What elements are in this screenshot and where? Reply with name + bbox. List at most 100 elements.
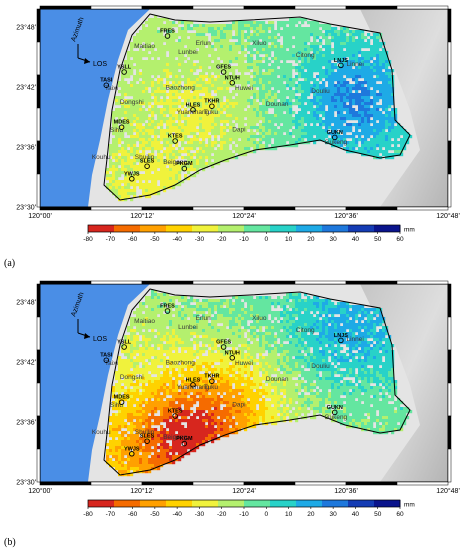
place-label: Sihu [110,127,123,134]
colorbar-swatch [348,500,375,507]
deformation-layer [106,15,413,202]
colorbar-tick-label: 30 [330,236,338,243]
place-label: Erlun [196,40,212,47]
place-label: Xiluo [252,40,267,47]
colorbar-swatch [244,500,271,507]
place-label: Maitiao [134,318,155,325]
colorbar-swatch [140,225,167,232]
station-marker-icon [181,440,188,447]
lat-tick-label: 23°30' [16,479,36,487]
colorbar-unit: mm [404,227,415,234]
colorbar-tick-label: 50 [374,236,382,243]
colorbar-swatch [218,500,245,507]
lon-tick-label: 120°12' [130,212,154,220]
place-label: Douliu [311,88,330,95]
colorbar-tick-label: 60 [396,511,404,518]
gps-station: TKHR [204,99,220,109]
colorbar-tick-label: -20 [217,236,227,243]
station-marker-icon [129,176,135,182]
colorbar-swatch [322,225,349,232]
place-label: Beigang [163,159,187,166]
place-label: Dongshi [120,99,144,106]
lon-tick-label: 120°24' [232,212,256,220]
mountain-shading [360,284,448,482]
colorbar-tick-label: -40 [172,236,182,243]
colorbar-tick-label: -50 [150,511,160,518]
lon-tick-label: 120°24' [232,487,256,495]
station-label: PKGM [176,436,193,442]
place-label: Lunbei [178,324,198,331]
station-marker-icon [144,438,150,444]
gps-station: YSLL [117,340,132,350]
colorbar-tick-label: -70 [106,511,116,518]
colorbar-tick-label: -60 [128,511,138,518]
station-label: GUKN [327,405,343,411]
station-label: SLES [140,159,155,165]
colorbar-tick-label: -10 [239,511,249,518]
gps-station: YWJS [124,446,140,457]
station-marker-icon [118,124,125,130]
gps-station: LNJS [334,333,348,344]
station-marker-icon [172,138,178,144]
gps-station: HLES [186,102,201,113]
station-label: GFES [216,65,231,71]
colorbar-tick-label: -80 [83,236,93,243]
colorbar-tick-label: -20 [217,511,227,518]
station-marker-icon [220,344,227,350]
place-label: Kouhu [92,429,111,436]
station-marker-icon [220,69,227,75]
place-label: Dounan [266,376,289,383]
station-marker-icon [129,451,135,457]
colorbar-tick-label: -10 [239,236,249,243]
place-label: Maitiao [134,43,155,50]
colorbar-swatch [114,225,141,232]
station-label: TASI [100,78,113,84]
colorbar-tick-label: 10 [285,236,293,243]
mountain-shading [360,9,448,207]
station-marker-icon [172,413,178,419]
station-label: LNJS [334,333,348,339]
station-label: TKHR [204,374,219,380]
colorbar-swatch [192,225,219,232]
station-label: TASI [100,353,113,359]
lat-tick-label: 23°42' [16,359,36,367]
los-label: LOS [93,336,107,343]
colorbar-swatch [270,500,297,507]
lon-tick-label: 120°00' [28,487,52,495]
station-marker-icon [229,355,236,361]
station-marker-icon [121,344,127,350]
colorbar-tick-label: 50 [374,511,382,518]
place-label: Linnei [347,61,364,68]
colorbar-tick-label: 20 [307,511,315,518]
colorbar-swatch [140,500,167,507]
colorbar-tick-label: 60 [396,236,404,243]
gps-station: TKHR [204,374,220,384]
station-label: SLES [140,434,155,440]
lat-tick-label: 23°36' [16,419,36,427]
study-area-outline [103,288,411,476]
colorbar-swatch [374,500,401,507]
place-label: Beigang [163,434,187,441]
lat-tick-label: 23°42' [16,84,36,92]
gps-station: NTUH [225,75,240,86]
colorbar-tick-label: 40 [352,511,360,518]
place-label: Taixi [105,360,118,367]
gps-station: TASI [100,78,113,88]
station-label: FRES [160,29,175,35]
lon-tick-label: 120°48' [436,487,460,495]
colorbar-tick-label: -80 [83,511,93,518]
place-label: Shuilin [135,429,155,436]
map-panel-a: Maitiao Erlun Lunbei Xiluo Citong Linnei Taixi… [0,0,470,270]
place-label: Shuilin [135,154,155,161]
place-label: Gukeng [324,414,347,421]
colorbar-tick-label: 40 [352,236,360,243]
gps-station: SLES [140,434,155,444]
place-label: Sihu [110,402,123,409]
station-marker-icon [103,357,110,363]
gps-station: NTUH [225,350,240,361]
gps-station: KTES [168,409,183,419]
colorbar-tick-label: 0 [264,511,268,518]
station-label: HLES [186,102,201,108]
